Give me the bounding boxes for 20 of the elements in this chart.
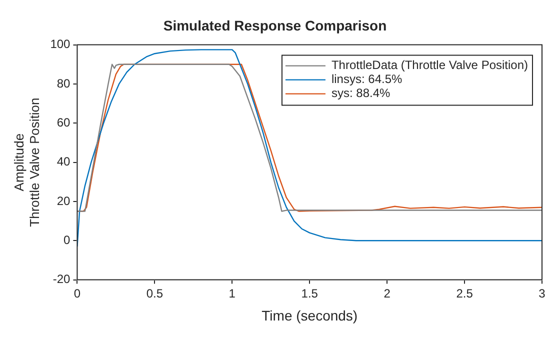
y-tick-label: 20 [56, 194, 71, 208]
x-tick-label: 1.5 [301, 286, 318, 300]
x-tick-label: 0.5 [146, 286, 164, 300]
legend-label: linsys: 64.5% [331, 72, 403, 86]
chart-title: Simulated Response Comparison [163, 17, 387, 34]
x-tick-label: 2.5 [456, 286, 474, 300]
y-tick-label: 80 [56, 76, 71, 90]
y-tick-label: 0 [64, 232, 71, 247]
x-tick-label: 0 [74, 286, 81, 300]
legend-label: sys: 88.4% [331, 86, 390, 100]
y-tick-label: 40 [56, 154, 71, 169]
legend-label: ThrottleData (Throttle Valve Position) [331, 58, 528, 72]
y-tick-label: 100 [50, 37, 71, 52]
x-tick-label: 3 [538, 286, 546, 300]
x-tick-label: 2 [384, 286, 391, 300]
x-tick-label: 1 [228, 286, 236, 300]
y-tick-label: -20 [52, 272, 71, 286]
y-tick-label: 60 [56, 115, 71, 130]
y-axis-title: Amplitude Throttle Valve Position [11, 98, 42, 227]
x-axis-title: Time (seconds) [262, 307, 358, 324]
